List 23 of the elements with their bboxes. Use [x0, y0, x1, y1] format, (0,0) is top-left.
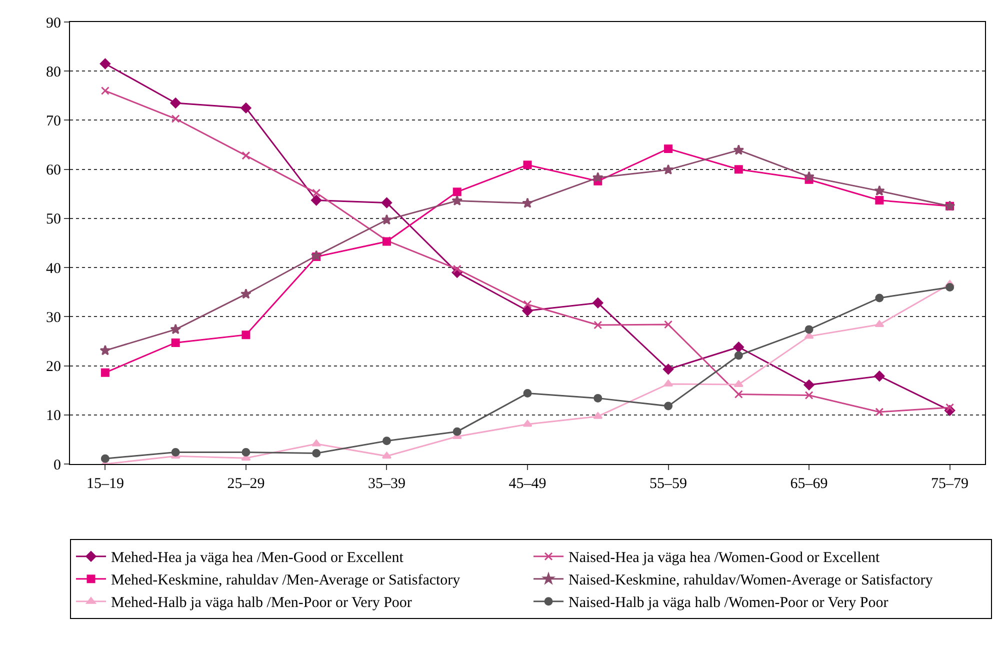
legend-label: Naised-Keskmine, rahuldav/Women-Average or Satisfactory	[568, 572, 934, 589]
legend-label: Naised-Hea ja väga hea /Women-Good or Excellent	[568, 550, 880, 566]
x-tick-label: 15–19	[86, 476, 124, 492]
y-tick-label: 60	[46, 162, 61, 179]
x-tick-label: 35–39	[368, 476, 406, 492]
x-tick-label: 65–69	[790, 476, 828, 492]
y-tick-label: 70	[46, 113, 61, 130]
legend-label: Mehed-Hea ja väga hea /Men-Good or Excellent	[111, 550, 404, 566]
y-tick-label: 50	[46, 212, 61, 228]
legend-label: Mehed-Keskmine, rahuldav /Men-Average or Satisfactory	[111, 572, 461, 589]
x-tick-label: 75–79	[931, 476, 969, 492]
legend-label: Naised-Halb ja väga halb /Women-Poor or Very Poor	[568, 595, 888, 612]
legend-label: Mehed-Halb ja väga halb /Men-Poor or Very Poor	[111, 595, 412, 612]
y-tick-label: 80	[46, 64, 61, 80]
y-tick-label: 30	[46, 310, 61, 326]
y-tick-label: 10	[46, 408, 61, 424]
x-tick-label: 25–29	[227, 476, 265, 492]
x-tick-label: 55–59	[650, 476, 688, 492]
y-tick-label: 0	[54, 457, 61, 474]
y-tick-label: 20	[46, 359, 61, 376]
y-tick-label: 40	[46, 260, 61, 277]
x-tick-label: 45–49	[508, 476, 546, 492]
y-tick-label: 90	[46, 15, 61, 32]
